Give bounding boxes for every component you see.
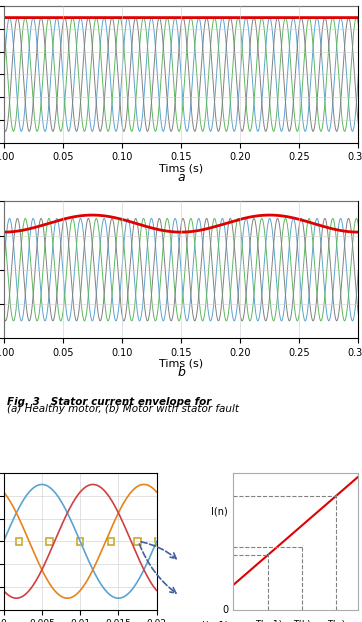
- Text: I(n): I(n): [211, 506, 228, 516]
- Bar: [134, 538, 140, 544]
- Text: (a) Healthy motor, (b) Motor with stator fault: (a) Healthy motor, (b) Motor with stator…: [7, 404, 239, 414]
- Bar: [77, 538, 83, 544]
- X-axis label: Tims (s): Tims (s): [159, 164, 203, 174]
- X-axis label: Tims (s): Tims (s): [159, 359, 203, 369]
- Bar: [46, 538, 52, 544]
- Bar: [108, 538, 114, 544]
- Text: T(k): T(k): [293, 621, 311, 622]
- Text: 0: 0: [222, 605, 228, 615]
- Text: T(n-1): T(n-1): [254, 621, 282, 622]
- Text: a: a: [177, 171, 185, 184]
- Text: b: b: [177, 366, 185, 379]
- Bar: [155, 538, 161, 544]
- Text: T(n): T(n): [327, 621, 345, 622]
- Text: Fig. 3   Stator current envelope for: Fig. 3 Stator current envelope for: [7, 397, 211, 407]
- Text: I(n-1): I(n-1): [202, 620, 228, 622]
- Bar: [16, 538, 22, 544]
